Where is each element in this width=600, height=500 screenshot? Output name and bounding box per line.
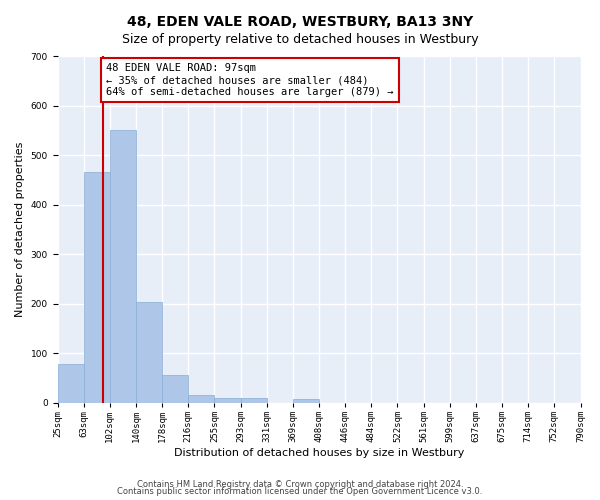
Text: Contains public sector information licensed under the Open Government Licence v3: Contains public sector information licen… <box>118 487 482 496</box>
Bar <box>162 374 188 403</box>
Bar <box>58 364 83 403</box>
Bar <box>293 399 319 403</box>
Bar <box>110 130 136 403</box>
Text: 48 EDEN VALE ROAD: 97sqm
← 35% of detached houses are smaller (484)
64% of semi-: 48 EDEN VALE ROAD: 97sqm ← 35% of detach… <box>106 64 394 96</box>
Text: Size of property relative to detached houses in Westbury: Size of property relative to detached ho… <box>122 32 478 46</box>
Bar <box>83 172 110 403</box>
Bar <box>136 302 162 403</box>
Text: Contains HM Land Registry data © Crown copyright and database right 2024.: Contains HM Land Registry data © Crown c… <box>137 480 463 489</box>
Y-axis label: Number of detached properties: Number of detached properties <box>15 142 25 317</box>
Text: 48, EDEN VALE ROAD, WESTBURY, BA13 3NY: 48, EDEN VALE ROAD, WESTBURY, BA13 3NY <box>127 15 473 29</box>
Bar <box>214 398 241 403</box>
Bar <box>241 398 267 403</box>
Bar <box>188 396 214 403</box>
X-axis label: Distribution of detached houses by size in Westbury: Distribution of detached houses by size … <box>174 448 464 458</box>
